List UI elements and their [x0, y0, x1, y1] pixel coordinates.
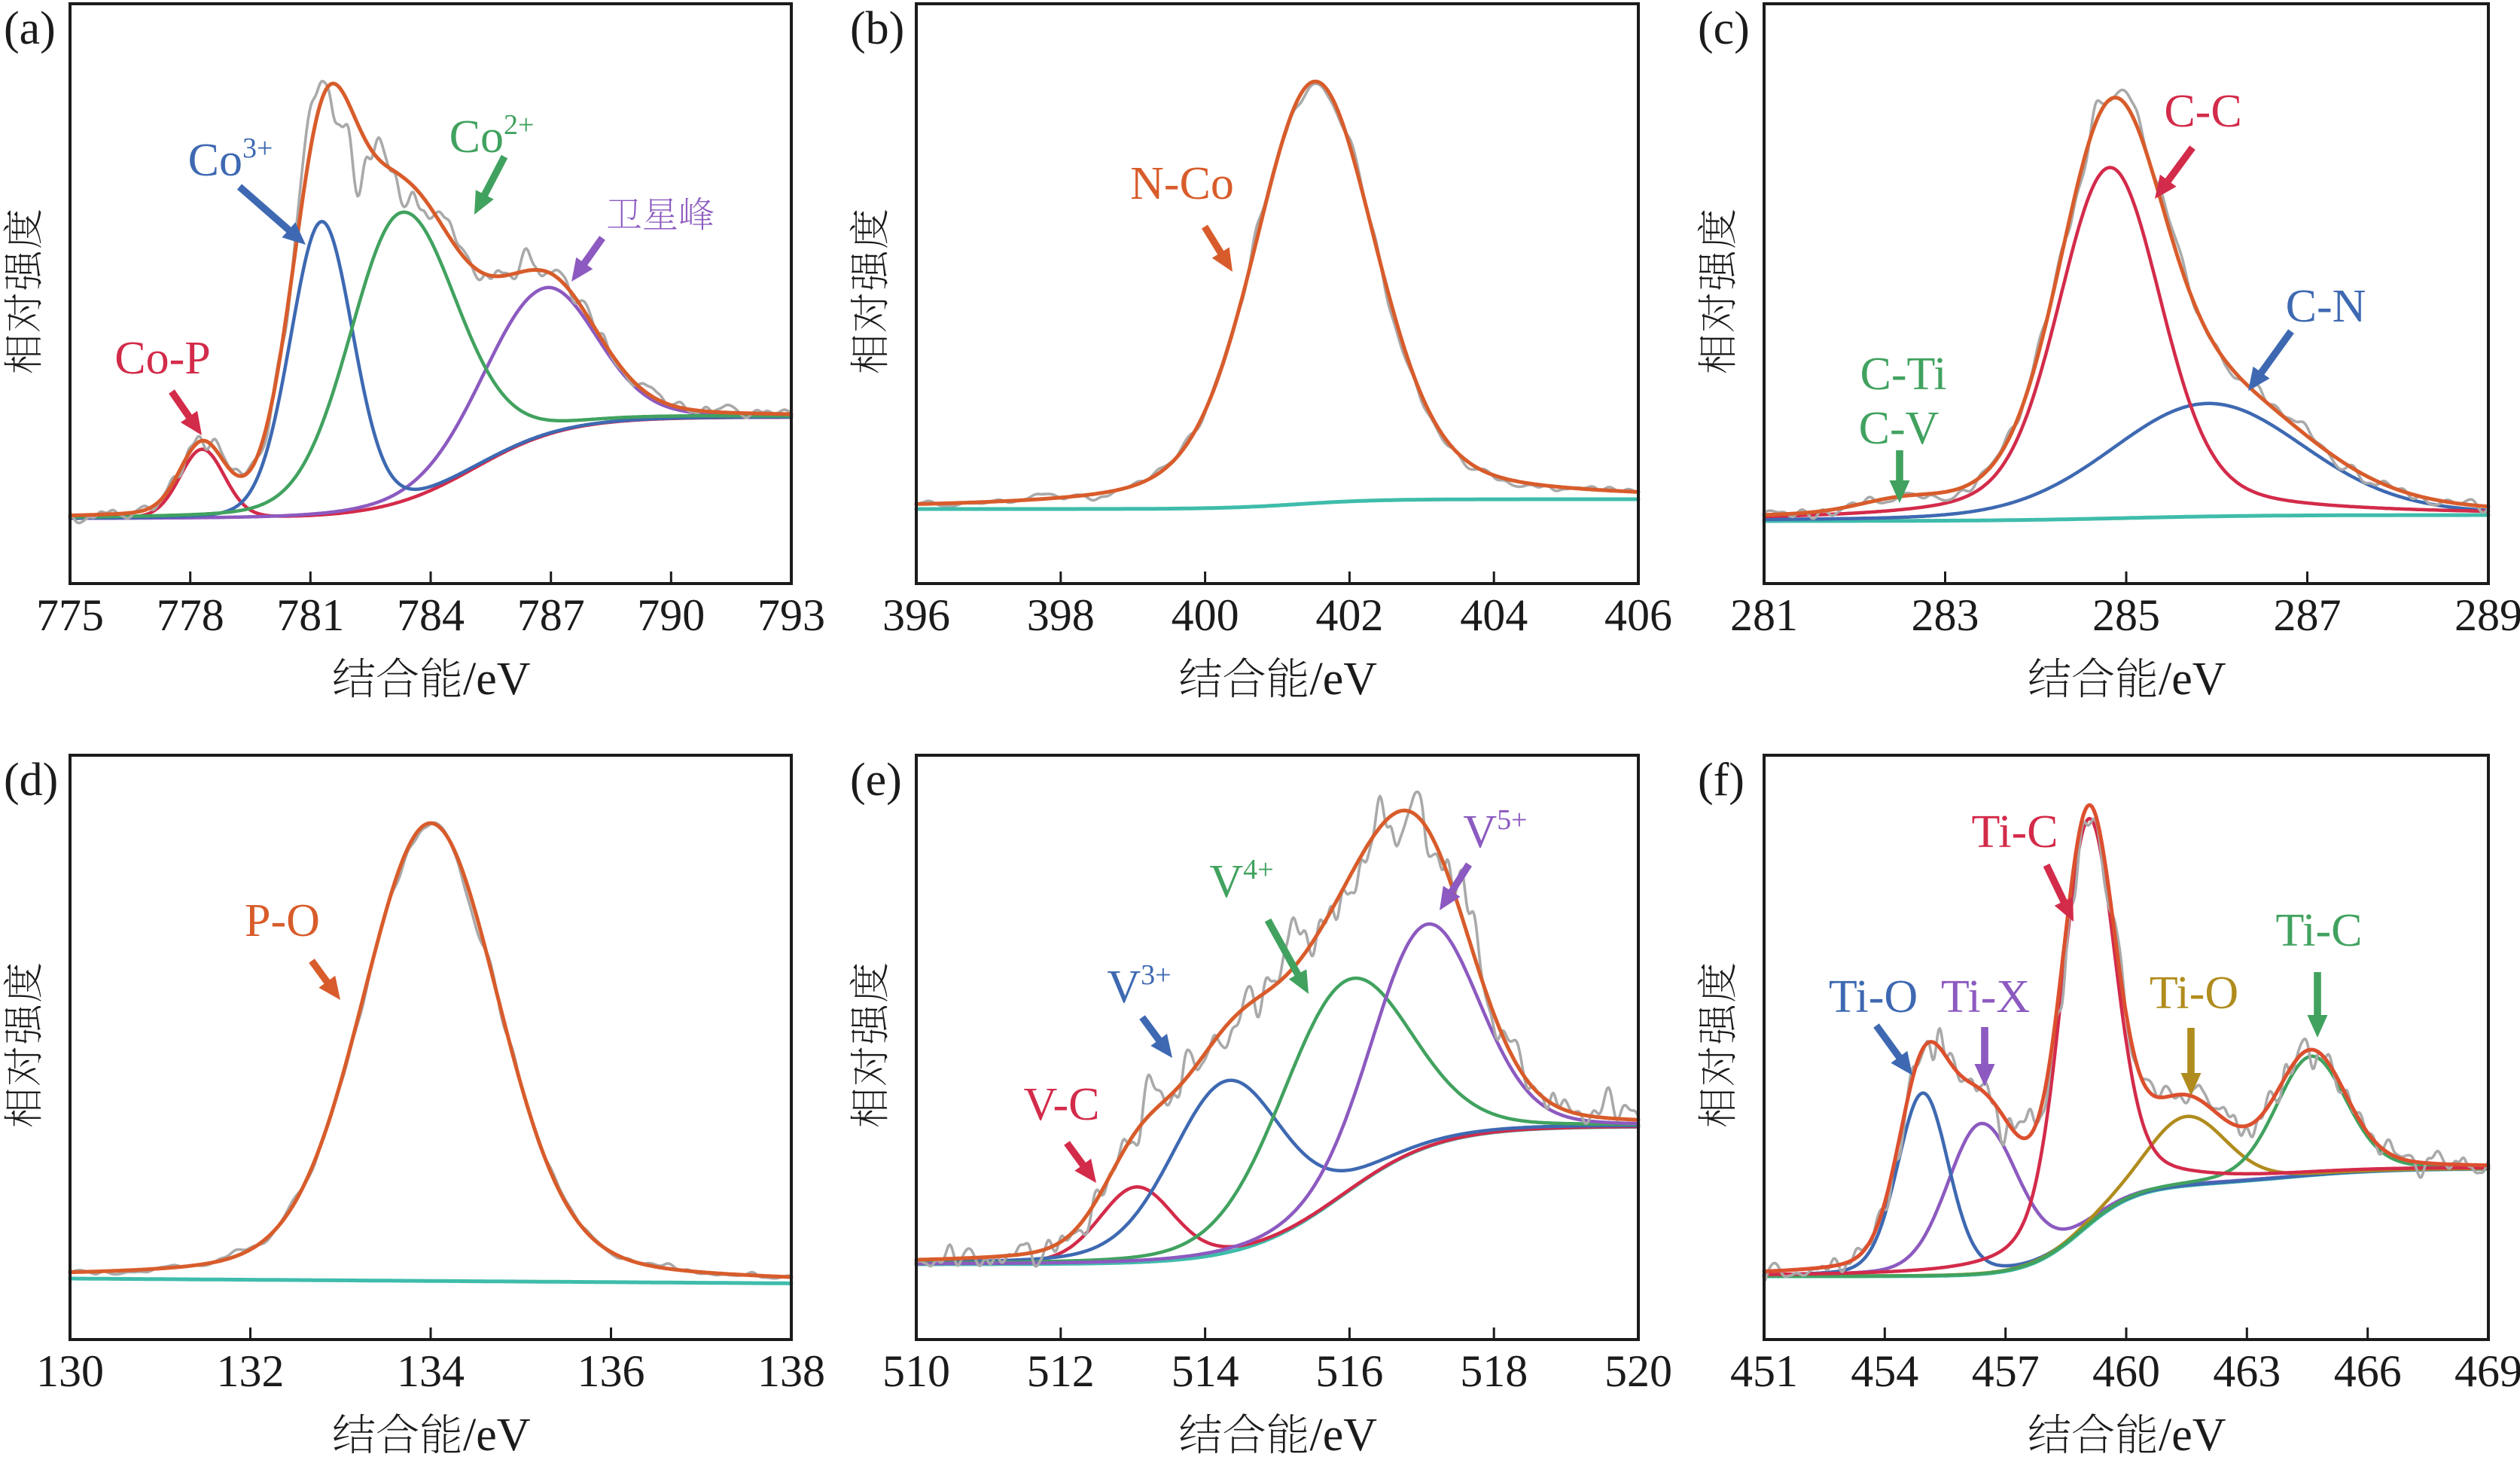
svg-text:396: 396 — [882, 590, 950, 640]
svg-text:138: 138 — [757, 1346, 825, 1396]
svg-text:793: 793 — [757, 590, 825, 640]
svg-text:454: 454 — [1851, 1346, 1918, 1396]
svg-text:/eV: /eV — [1310, 654, 1378, 705]
svg-text:/eV: /eV — [463, 654, 531, 705]
svg-text:C-N: C-N — [2286, 281, 2366, 332]
svg-text:514: 514 — [1172, 1346, 1239, 1396]
svg-text:283: 283 — [1912, 590, 1979, 640]
svg-text:V4+: V4+ — [1209, 854, 1273, 907]
svg-text:463: 463 — [2213, 1346, 2281, 1396]
svg-text:518: 518 — [1460, 1346, 1528, 1396]
svg-text:402: 402 — [1315, 590, 1383, 640]
svg-text:787: 787 — [517, 590, 585, 640]
svg-text:C-V: C-V — [1859, 403, 1940, 454]
svg-text:(c): (c) — [1698, 3, 1750, 54]
svg-text:136: 136 — [577, 1346, 645, 1396]
svg-text:400: 400 — [1172, 590, 1239, 640]
svg-text:289: 289 — [2454, 590, 2520, 640]
svg-text:398: 398 — [1027, 590, 1095, 640]
svg-text:469: 469 — [2454, 1346, 2520, 1396]
svg-text:287: 287 — [2274, 590, 2342, 640]
svg-text:132: 132 — [217, 1346, 285, 1396]
svg-text:406: 406 — [1604, 590, 1672, 640]
svg-text:V-C: V-C — [1023, 1079, 1099, 1130]
svg-text:(e): (e) — [850, 754, 902, 806]
svg-text:784: 784 — [397, 590, 465, 640]
svg-text:134: 134 — [397, 1346, 465, 1396]
svg-text:Ti-O: Ti-O — [1829, 971, 1918, 1023]
svg-text:457: 457 — [1972, 1346, 2040, 1396]
svg-text:281: 281 — [1730, 590, 1798, 640]
svg-text:C-C: C-C — [2164, 86, 2241, 137]
svg-text:781: 781 — [276, 590, 344, 640]
svg-text:/eV: /eV — [2159, 1410, 2226, 1457]
svg-text:N-Co: N-Co — [1130, 158, 1234, 209]
svg-text:516: 516 — [1315, 1346, 1383, 1396]
svg-text:512: 512 — [1027, 1346, 1095, 1396]
svg-text:(a): (a) — [4, 3, 56, 54]
svg-text:(b): (b) — [850, 3, 904, 54]
svg-text:V5+: V5+ — [1463, 804, 1527, 858]
svg-text:451: 451 — [1730, 1346, 1798, 1396]
svg-text:/eV: /eV — [1310, 1410, 1378, 1457]
svg-text:P-O: P-O — [245, 895, 320, 946]
svg-text:778: 778 — [157, 590, 224, 640]
svg-text:510: 510 — [882, 1346, 950, 1396]
svg-text:466: 466 — [2334, 1346, 2402, 1396]
svg-text:404: 404 — [1460, 590, 1528, 640]
svg-text:/eV: /eV — [463, 1410, 531, 1457]
svg-text:Ti-C: Ti-C — [2276, 905, 2363, 956]
svg-text:460: 460 — [2092, 1346, 2160, 1396]
svg-text:Co-P: Co-P — [114, 333, 210, 384]
svg-text:(d): (d) — [4, 754, 58, 806]
svg-text:130: 130 — [36, 1346, 104, 1396]
svg-text:Ti-C: Ti-C — [1972, 806, 2058, 858]
svg-text:Ti-O: Ti-O — [2150, 968, 2238, 1019]
svg-text:790: 790 — [637, 590, 705, 640]
svg-text:775: 775 — [36, 590, 104, 640]
svg-text:C-Ti: C-Ti — [1860, 349, 1947, 400]
svg-text:/eV: /eV — [2159, 654, 2226, 705]
svg-text:Ti-X: Ti-X — [1941, 971, 2030, 1023]
svg-text:520: 520 — [1604, 1346, 1672, 1396]
svg-text:285: 285 — [2092, 590, 2160, 640]
svg-text:(f): (f) — [1698, 754, 1744, 806]
